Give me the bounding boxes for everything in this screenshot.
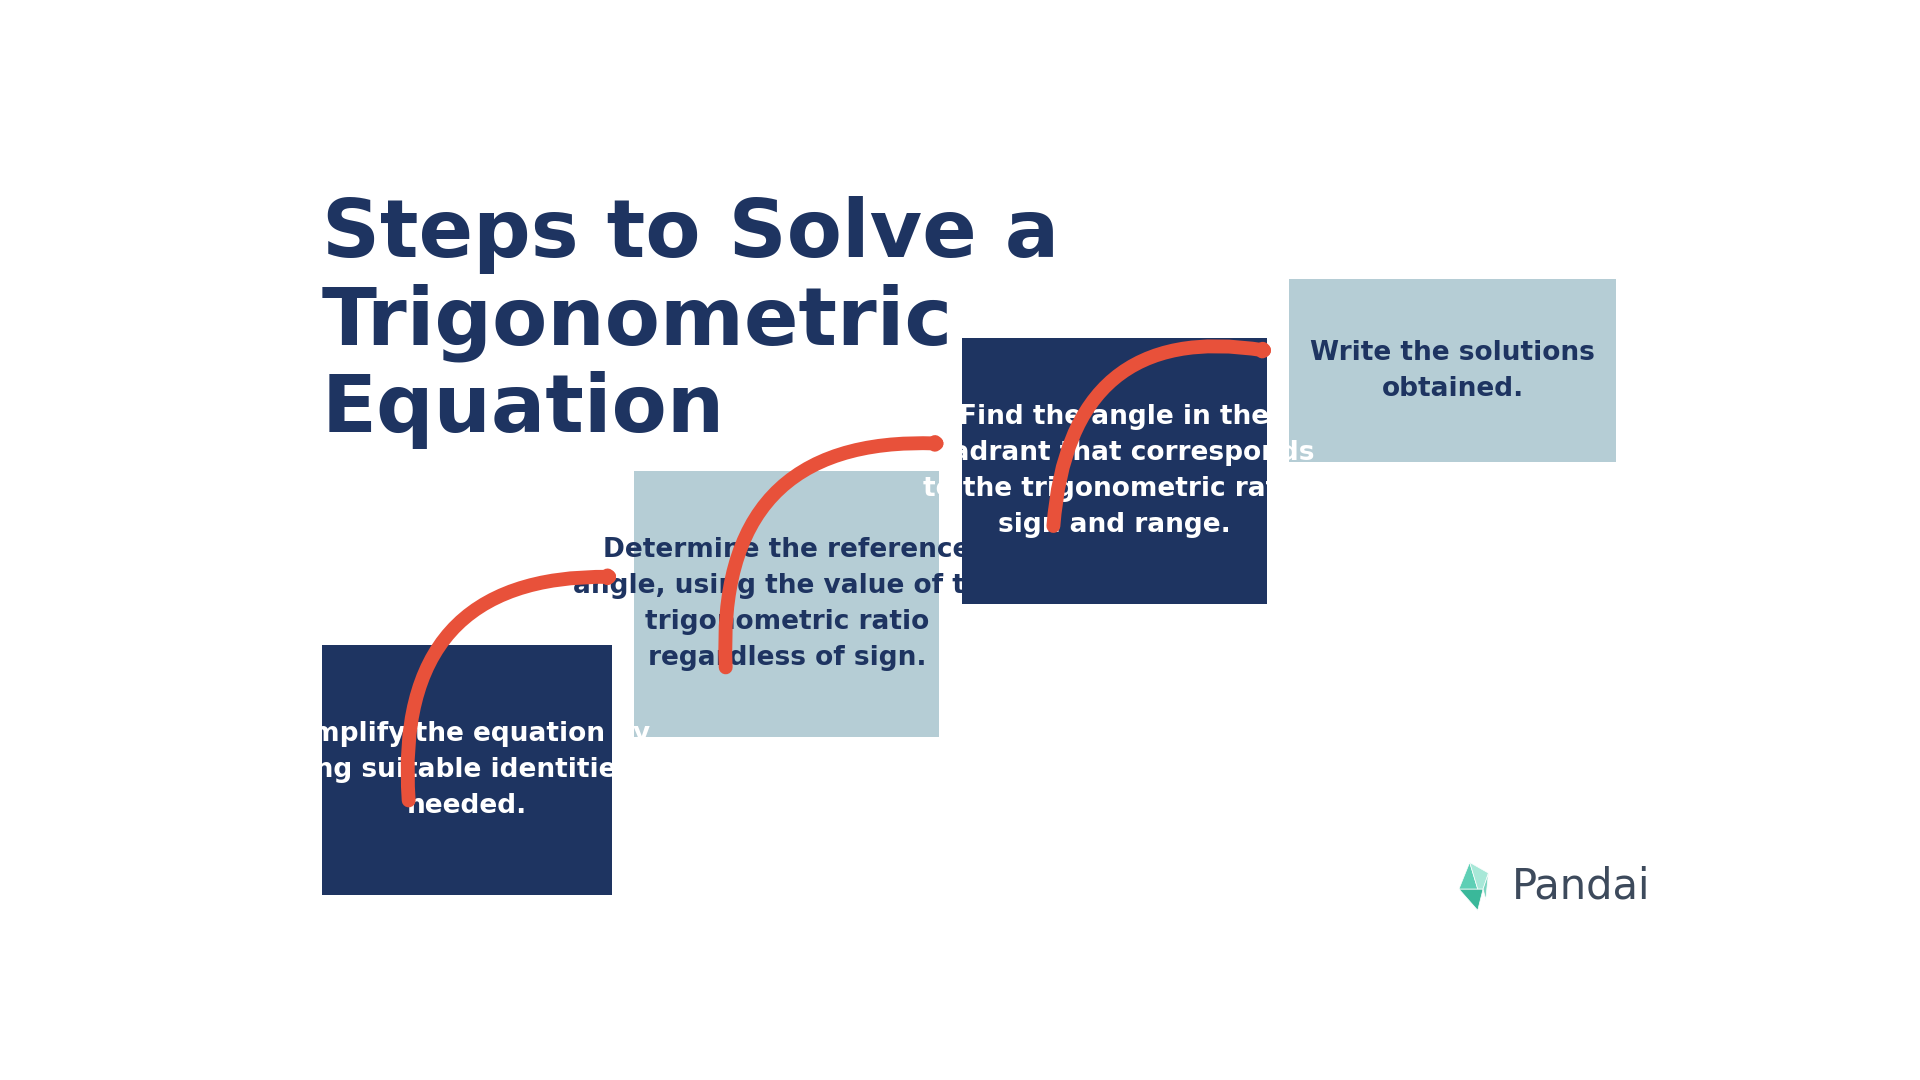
Text: Find the angle in the
quadrant that corresponds
to the trigonometric ratio
sign : Find the angle in the quadrant that corr… xyxy=(914,404,1315,538)
Polygon shape xyxy=(1469,863,1488,889)
FancyBboxPatch shape xyxy=(634,471,939,737)
Text: Pandai: Pandai xyxy=(1513,865,1651,907)
Text: Determine the reference
angle, using the value of the
trigonometric ratio
regard: Determine the reference angle, using the… xyxy=(572,537,1000,671)
FancyArrowPatch shape xyxy=(1054,347,1263,526)
Polygon shape xyxy=(1482,873,1488,900)
Polygon shape xyxy=(1459,863,1478,889)
FancyBboxPatch shape xyxy=(323,645,612,894)
Text: Simplify the equation by
using suitable identities if
needed.: Simplify the equation by using suitable … xyxy=(271,721,662,819)
FancyBboxPatch shape xyxy=(1288,280,1617,462)
FancyBboxPatch shape xyxy=(962,337,1267,604)
Text: Steps to Solve a
Trigonometric
Equation: Steps to Solve a Trigonometric Equation xyxy=(323,197,1060,449)
Polygon shape xyxy=(1459,889,1482,910)
Text: Write the solutions
obtained.: Write the solutions obtained. xyxy=(1309,340,1596,402)
FancyArrowPatch shape xyxy=(407,576,609,800)
FancyArrowPatch shape xyxy=(726,442,937,667)
